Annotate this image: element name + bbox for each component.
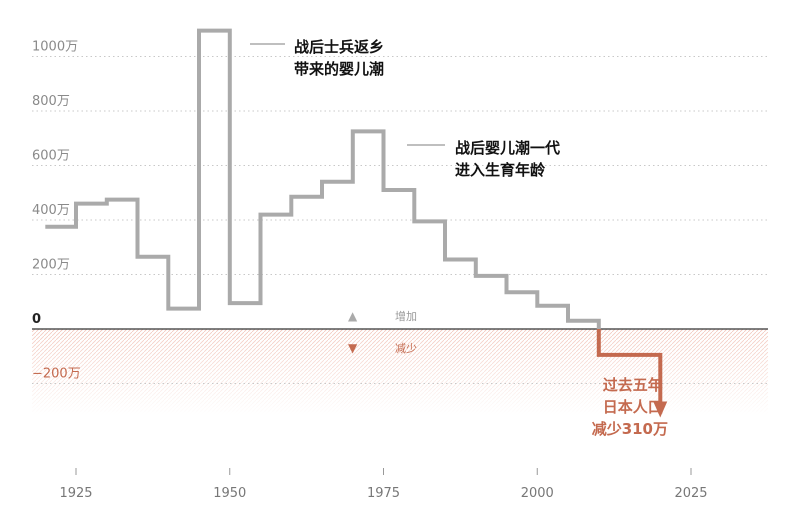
y-tick-label: 800万 [32, 94, 70, 109]
population-decrease-line [596, 329, 663, 414]
x-tick-label: 1925 [59, 486, 92, 501]
x-tick-label: 1950 [213, 486, 246, 501]
y-tick-label: 0 [32, 312, 41, 327]
y-axis-labels: 1000万 800万 600万 400万 200万 0 −200万 [32, 40, 81, 382]
legend-decrease-label: 减少 [395, 342, 417, 355]
x-tick-label: 2025 [674, 486, 707, 501]
annotation-postwar-boom: 战后士兵返乡 带来的婴儿潮 [294, 38, 389, 78]
series-lines [45, 28, 668, 418]
y-gridlines [32, 56, 768, 384]
decrease-arrowhead [653, 401, 668, 418]
legend-decrease-marker: ▼ [348, 341, 358, 355]
annotation-boomers-childbearing: 战后婴儿潮一代 进入生育年龄 [455, 139, 565, 179]
negative-region-fade [32, 329, 768, 415]
legend: ▲ 增加 ▼ 减少 [348, 309, 417, 355]
y-tick-label: 400万 [32, 203, 70, 218]
x-tick-label: 2000 [521, 486, 554, 501]
y-tick-label: 1000万 [32, 40, 78, 55]
legend-increase-marker: ▲ [348, 309, 358, 323]
y-tick-label: 200万 [32, 258, 70, 273]
x-axis: 1925 1950 1975 2000 2025 [59, 468, 708, 501]
legend-increase-label: 增加 [395, 309, 417, 323]
y-tick-label: 600万 [32, 149, 70, 164]
y-tick-label: −200万 [32, 367, 81, 382]
x-tick-label: 1975 [367, 486, 400, 501]
population-increase-line [45, 28, 601, 329]
annotation-recent-decline: 过去五年 日本人口 减少310万 [592, 376, 668, 438]
